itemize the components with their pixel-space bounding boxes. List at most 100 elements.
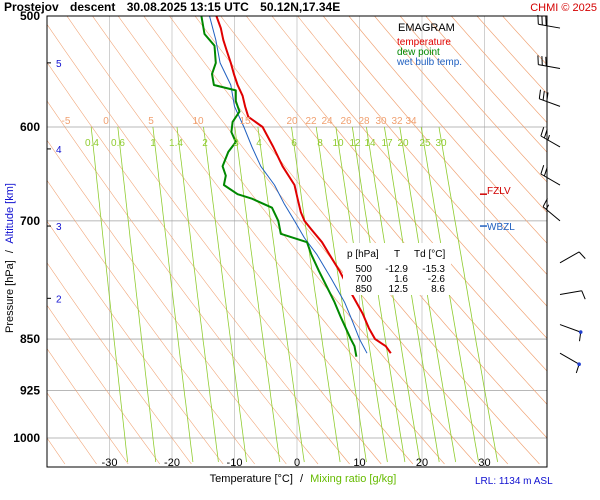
lrl-label: LRL: 1134 m ASL bbox=[475, 476, 553, 487]
dry-adiabat-label: 10 bbox=[192, 116, 204, 127]
dry-adiabat bbox=[502, 16, 547, 66]
mixing-ratio-label: 0.4 bbox=[85, 138, 99, 149]
dry-adiabat bbox=[47, 61, 350, 465]
temperature-line bbox=[215, 16, 392, 354]
wind-barb-staff bbox=[559, 324, 581, 333]
y-axis-separator: / bbox=[4, 249, 16, 253]
table-row-t: 1.6 bbox=[394, 274, 408, 285]
temperature-tick-label: 30 bbox=[478, 457, 490, 469]
wind-barb-dot bbox=[578, 330, 583, 334]
y-axis-label: Pressure [hPa] bbox=[4, 260, 16, 333]
dry-adiabat bbox=[47, 23, 382, 465]
pressure-tick-label: 600 bbox=[20, 120, 40, 134]
dry-adiabat bbox=[47, 304, 161, 465]
mixing-ratio-line bbox=[438, 126, 498, 463]
wind-barb bbox=[559, 290, 586, 300]
mixing-ratio-label: 6 bbox=[291, 138, 297, 149]
wind-barb-staff bbox=[540, 135, 561, 148]
dry-adiabat bbox=[47, 139, 287, 465]
pressure-tick-label: 925 bbox=[20, 384, 40, 398]
legend-temperature: temperature bbox=[397, 37, 451, 48]
station-coords: 50.12N,17.34E bbox=[260, 0, 340, 14]
table-row-p: 500 bbox=[355, 264, 372, 275]
dry-adiabat bbox=[297, 16, 547, 307]
dry-adiabat bbox=[220, 16, 547, 405]
dry-adiabat-label: 20 bbox=[286, 116, 298, 127]
wind-barb-staff bbox=[559, 290, 582, 295]
wind-barb-staff bbox=[538, 64, 561, 69]
value-table: p [hPa] T Td [°C] 500 -12.9 -15.3 700 1.… bbox=[343, 243, 451, 295]
dry-adiabat bbox=[399, 16, 547, 183]
dry-adiabat-label: 34 bbox=[405, 116, 417, 127]
legend-title: EMAGRAM bbox=[398, 22, 455, 34]
mixing-ratio-label: 3 bbox=[233, 138, 239, 149]
mixing-ratio-label: 20 bbox=[397, 138, 409, 149]
mixing-ratio-line bbox=[117, 126, 157, 463]
wind-barb-flag bbox=[540, 127, 545, 137]
dry-adiabat-label: 22 bbox=[305, 116, 317, 127]
wind-barb-staff bbox=[539, 98, 561, 107]
mixing-ratio-label: 1 bbox=[150, 138, 156, 149]
x-axis-label-2: Mixing ratio [g/kg] bbox=[310, 473, 396, 485]
mixing-ratio-label: 0.6 bbox=[111, 138, 125, 149]
dew-point-line bbox=[200, 16, 358, 357]
wind-barb-staff bbox=[559, 352, 580, 365]
dry-adiabat bbox=[143, 16, 509, 465]
legend-dew-point: dew point bbox=[397, 47, 440, 58]
legend-wet-bulb: wet bulb temp. bbox=[396, 57, 462, 68]
mixing-ratio-label: 1.4 bbox=[169, 138, 183, 149]
wind-barb-flag bbox=[538, 89, 541, 99]
mixing-ratio-label: 30 bbox=[435, 138, 447, 149]
dry-adiabat-label: 28 bbox=[358, 116, 370, 127]
mixing-ratio-line bbox=[234, 126, 281, 463]
mixing-ratio-label: 2 bbox=[202, 138, 208, 149]
mixing-ratio-line bbox=[90, 126, 128, 463]
table-row-t: -12.9 bbox=[385, 264, 408, 275]
wind-barb bbox=[559, 324, 583, 342]
dry-adiabat bbox=[0, 16, 2, 464]
dry-adiabat bbox=[169, 16, 540, 465]
dry-adiabat bbox=[194, 16, 547, 439]
mixing-ratio-line bbox=[152, 126, 194, 463]
temperature-tick-label: -10 bbox=[227, 457, 243, 469]
dry-adiabat bbox=[348, 16, 547, 244]
dry-adiabat-label: 32 bbox=[391, 116, 403, 127]
x-axis-title: Temperature [°C] / Mixing ratio [g/kg] bbox=[210, 473, 397, 485]
altitude-tick-label: 5 bbox=[56, 59, 62, 70]
wind-barb-staff bbox=[540, 173, 561, 186]
mixing-ratio-line bbox=[257, 126, 305, 463]
wind-barb-flag bbox=[542, 91, 545, 101]
x-axis-separator: / bbox=[300, 473, 304, 485]
dry-adiabat-label: 24 bbox=[321, 116, 333, 127]
dry-adiabat bbox=[246, 16, 547, 372]
table-header-t: T bbox=[394, 249, 400, 260]
table-header-td: Td [°C] bbox=[414, 249, 445, 260]
dry-adiabat bbox=[92, 16, 445, 465]
pressure-tick-label: 850 bbox=[20, 332, 40, 346]
wind-barb bbox=[537, 14, 561, 29]
wind-barb bbox=[559, 352, 581, 374]
wind-barb-flag bbox=[581, 290, 586, 300]
y-axis-title: Pressure [hPa] / Altitude [km] bbox=[4, 183, 16, 333]
pressure-tick-label: 700 bbox=[20, 214, 40, 228]
mixing-ratio-line bbox=[176, 126, 219, 463]
wind-barb-staff bbox=[538, 23, 561, 29]
wbzl-label: WBZL bbox=[487, 222, 515, 233]
mixing-ratio-line bbox=[291, 126, 341, 463]
table-row-t: 12.5 bbox=[389, 284, 409, 295]
mixing-ratio-label: 12 bbox=[349, 138, 361, 149]
dry-adiabat bbox=[47, 100, 319, 465]
mixing-ratio-label: 17 bbox=[381, 138, 393, 149]
wind-barb-half bbox=[547, 134, 550, 141]
pressure-tick-label: 1000 bbox=[13, 431, 40, 445]
temperature-tick-label: -30 bbox=[102, 457, 118, 469]
temperature-tick-label: 0 bbox=[294, 457, 300, 469]
dry-adiabat-label: 5 bbox=[148, 116, 154, 127]
y-axis-label-2: Altitude [km] bbox=[4, 183, 16, 244]
dry-adiabat bbox=[66, 16, 414, 465]
wind-barb bbox=[537, 55, 561, 69]
svg-text:Prostejov descent 30.0: Prostejov descent 30.08.2025 13:15 UTC 5… bbox=[4, 0, 340, 14]
mixing-ratio-line bbox=[203, 126, 247, 463]
dry-adiabat bbox=[47, 220, 224, 465]
